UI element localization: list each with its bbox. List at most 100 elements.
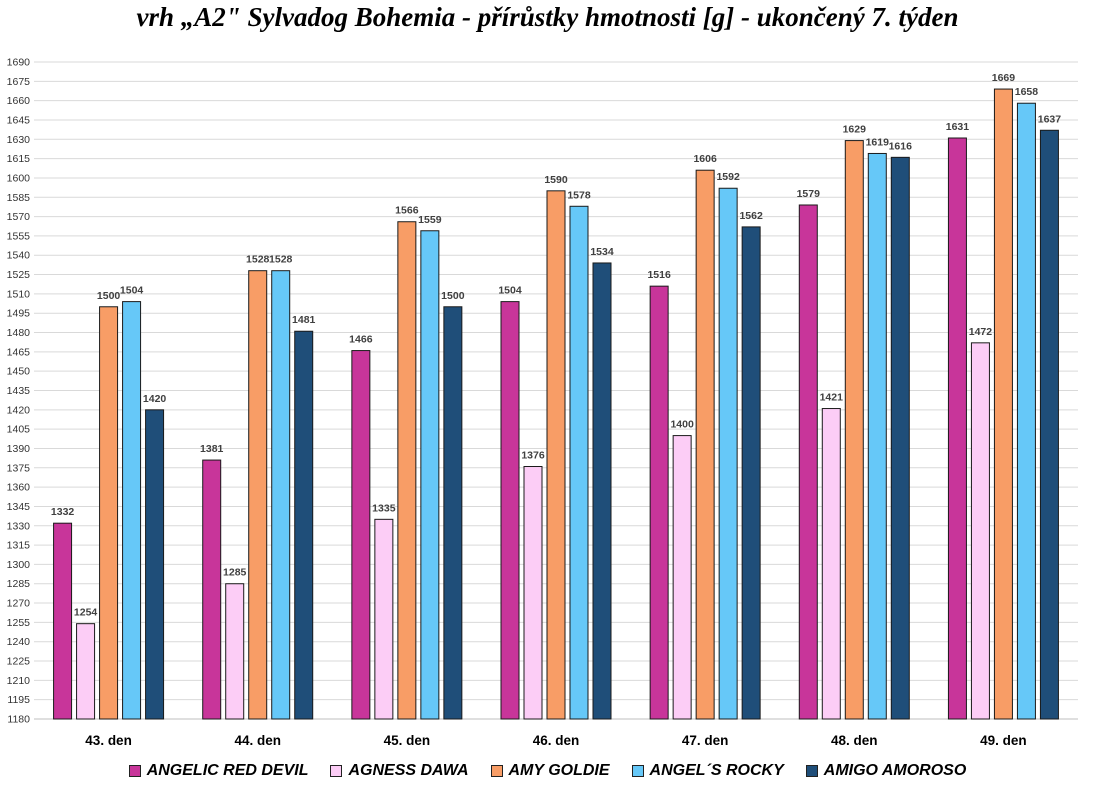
y-tick-label: 1405 [7, 424, 31, 436]
bar [271, 270, 291, 720]
bar-chart: 1180 1195 1210 1225 1240 1255 1270 1285 1300 1315… [7, 57, 1078, 748]
y-tick-label: 1675 [7, 76, 31, 88]
y-tick-label: 1570 [7, 211, 31, 223]
bar [1039, 129, 1059, 720]
y-tick-label: 1180 [7, 714, 30, 726]
bar [672, 435, 692, 720]
x-tick-label: 46. den [533, 733, 580, 748]
bar [397, 221, 417, 720]
data-label: 1516 [647, 269, 671, 281]
data-label: 1566 [395, 205, 419, 217]
y-tick-label: 1690 [7, 57, 31, 69]
data-label: 1254 [74, 607, 98, 619]
bar [695, 169, 715, 720]
legend-item: ANGEL´S ROCKY [631, 762, 784, 780]
data-label: 1592 [716, 171, 740, 183]
data-label: 1421 [820, 392, 844, 404]
y-tick-label: 1450 [7, 366, 31, 378]
bar [294, 330, 314, 720]
legend-label: ANGELIC RED DEVIL [146, 762, 309, 779]
data-label: 1578 [567, 189, 591, 201]
bar [500, 301, 520, 720]
bar [99, 306, 119, 720]
chart-title: vrh „A2" Sylvadog Bohemia - přírůstky hm… [136, 2, 959, 32]
y-tick-label: 1225 [7, 656, 31, 668]
y-tick-label: 1300 [7, 559, 31, 571]
data-label: 1500 [97, 290, 121, 302]
data-label: 1332 [51, 506, 75, 518]
data-label: 1637 [1038, 113, 1062, 125]
x-tick-label: 44. den [234, 733, 281, 748]
legend-swatch [490, 765, 503, 777]
legend-swatch [631, 765, 644, 777]
bar [821, 408, 841, 720]
data-label: 1562 [739, 210, 763, 222]
bar [867, 152, 887, 720]
data-label: 1504 [498, 285, 522, 297]
x-tick-label: 49. den [980, 733, 1027, 748]
data-label: 1500 [441, 290, 465, 302]
y-tick-label: 1525 [7, 269, 31, 281]
data-label: 1381 [200, 443, 224, 455]
bars [53, 88, 1059, 720]
y-tick-label: 1660 [7, 95, 31, 107]
bar [649, 285, 669, 720]
bar [993, 88, 1013, 720]
bar [844, 140, 864, 720]
bar [443, 306, 463, 720]
data-label: 1481 [292, 314, 316, 326]
data-label: 1629 [843, 124, 867, 136]
y-tick-label: 1600 [7, 172, 31, 184]
y-tick-label: 1540 [7, 250, 31, 262]
data-label: 1528 [246, 254, 270, 266]
x-tick-label: 43. den [85, 733, 132, 748]
data-label: 1658 [1015, 86, 1039, 98]
data-label: 1579 [797, 188, 821, 200]
data-label: 1631 [946, 121, 970, 133]
legend-label: AGNESS DAWA [348, 762, 469, 779]
y-tick-label: 1645 [7, 114, 31, 126]
data-label: 1669 [992, 72, 1016, 84]
y-tick-label: 1270 [7, 598, 31, 610]
bar [145, 409, 165, 720]
bar [53, 522, 73, 720]
bar [225, 583, 245, 720]
bar [420, 230, 440, 720]
legend-item: AMIGO AMOROSO [805, 762, 967, 780]
y-tick-label: 1255 [7, 617, 31, 629]
bar [718, 187, 738, 720]
legend-label: ANGEL´S ROCKY [649, 762, 784, 779]
y-tick-label: 1585 [7, 192, 31, 204]
axes: 1180 1195 1210 1225 1240 1255 1270 1285 1300 1315… [7, 57, 1078, 748]
legend-label: AMY GOLDIE [508, 762, 610, 779]
bar [1016, 102, 1036, 720]
bar [947, 137, 967, 720]
y-tick-label: 1240 [7, 636, 31, 648]
bar [798, 204, 818, 720]
data-label: 1504 [120, 285, 144, 297]
legend-label: AMIGO AMOROSO [823, 762, 967, 779]
data-label: 1534 [590, 246, 614, 258]
data-label: 1400 [670, 419, 694, 431]
bar [592, 262, 612, 720]
data-label: 1376 [521, 450, 545, 462]
y-tick-label: 1285 [7, 578, 31, 590]
data-label: 1619 [866, 136, 890, 148]
y-tick-label: 1630 [7, 134, 31, 146]
x-tick-label: 45. den [384, 733, 431, 748]
data-label: 1285 [223, 567, 247, 579]
data-label: 1559 [418, 214, 442, 226]
bar [523, 466, 543, 720]
y-tick-label: 1615 [7, 153, 31, 165]
legend-item: AGNESS DAWA [330, 762, 469, 780]
data-label: 1590 [544, 174, 568, 186]
bar [202, 459, 222, 720]
data-label: 1466 [349, 334, 373, 346]
y-tick-label: 1315 [7, 540, 31, 552]
bar [546, 190, 566, 720]
y-tick-label: 1555 [7, 230, 31, 242]
bar [122, 301, 142, 720]
data-label: 1528 [269, 254, 293, 266]
y-tick-label: 1330 [7, 520, 31, 532]
